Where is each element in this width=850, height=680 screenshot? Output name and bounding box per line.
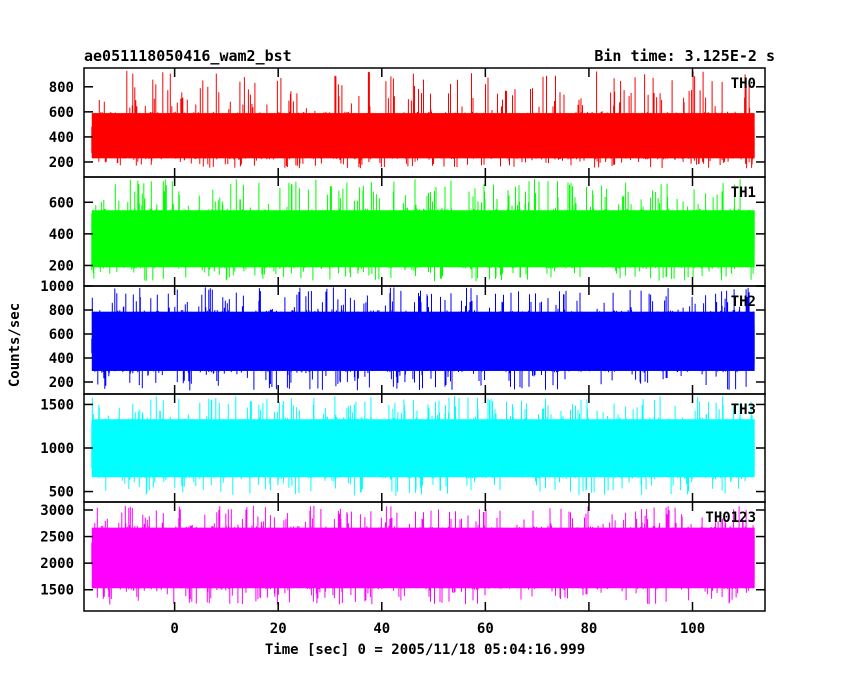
y-tick-label: 2000 (40, 556, 74, 572)
y-tick-label: 1000 (40, 279, 74, 295)
x-tick-label: 100 (680, 621, 705, 637)
y-tick-label: 200 (49, 155, 74, 171)
y-tick-label: 500 (49, 485, 74, 501)
panel-th1: 200 400 600 TH1 (49, 176, 766, 287)
panel-label-th1: TH1 (731, 185, 756, 201)
panel-label-th0123: TH0123 (705, 510, 756, 526)
y-tick-label: 1000 (40, 441, 74, 457)
chart-title: ae051118050416_wam2_bst (84, 47, 292, 65)
y-tick-label: 3000 (40, 503, 74, 519)
x-tick-label: 60 (477, 621, 494, 637)
y-axis-label: Counts/sec (7, 303, 23, 387)
y-tick-label: 2500 (40, 530, 74, 546)
y-tick-label: 800 (49, 80, 74, 96)
panel-label-th2: TH2 (731, 294, 756, 310)
x-tick-label: 80 (580, 621, 597, 637)
x-axis-ticks: 0 20 40 60 80 100 (170, 621, 705, 637)
series-line-th0123 (91, 505, 755, 605)
x-tick-label: 20 (270, 621, 287, 637)
panel-label-th0: TH0 (731, 76, 756, 92)
panel-label-th3: TH3 (731, 402, 756, 418)
y-tick-label: 200 (49, 258, 74, 274)
series-line-th3 (91, 396, 755, 496)
bin-time-subtitle: Bin time: 3.125E-2 s (594, 47, 775, 65)
y-tick-label: 800 (49, 303, 74, 319)
series-line-th1 (91, 179, 755, 282)
series-line-th2 (91, 287, 755, 391)
series-line-th0 (91, 70, 755, 169)
panel-th3: 500 1000 1500 TH3 (40, 393, 766, 503)
y-tick-label: 1500 (40, 583, 74, 599)
y-tick-label: 1500 (40, 397, 74, 413)
panel-frame (83, 501, 766, 612)
y-tick-label: 600 (49, 327, 74, 343)
x-axis-label: Time [sec] 0 = 2005/11/18 05:04:16.999 (265, 642, 585, 658)
y-tick-label: 200 (49, 375, 74, 391)
panel-th0: 200 400 600 800 TH0 (49, 67, 766, 178)
panel-th0123: 1500 2000 2500 3000 TH0123 (40, 501, 766, 612)
x-tick-label: 40 (373, 621, 390, 637)
y-tick-label: 400 (49, 227, 74, 243)
panels: 200 400 600 800 TH0 200 400 600 TH1 200 400 600 800 1… (40, 67, 766, 612)
panel-th2: 200 400 600 800 1000 TH2 (40, 279, 766, 395)
x-tick-label: 0 (170, 621, 178, 637)
y-tick-label: 600 (49, 195, 74, 211)
y-tick-label: 400 (49, 351, 74, 367)
y-tick-label: 400 (49, 130, 74, 146)
y-tick-label: 600 (49, 105, 74, 121)
